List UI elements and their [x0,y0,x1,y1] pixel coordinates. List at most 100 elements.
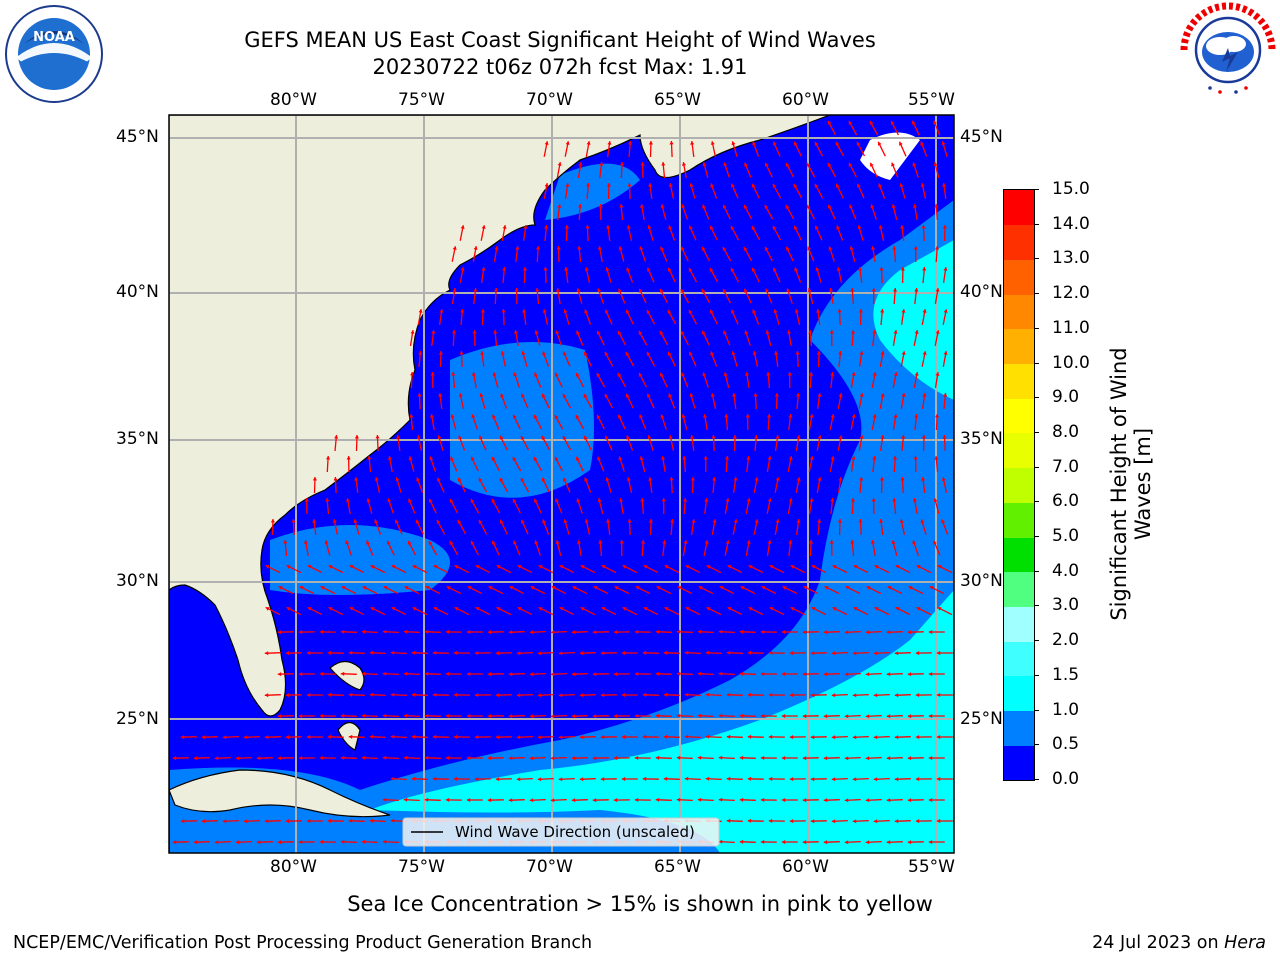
wave-arrow-head [424,629,429,634]
wave-arrow-head [838,351,843,355]
wave-arrow-head [829,540,834,544]
wave-arrow-head [340,629,345,634]
wave-arrow-head [606,519,611,523]
wave-arrow-head [858,309,863,313]
wave-arrow-head [788,456,793,460]
wave-arrow-head [815,225,819,230]
wave-arrow-head [277,672,282,677]
wave-arrow-head [600,777,605,782]
wave-arrow-head [827,163,832,167]
colorbar-tick-label: 11.0 [1052,317,1090,338]
wave-arrow-head [743,247,748,251]
wave-arrow-head [915,735,920,740]
colorbar-segment [1004,571,1034,607]
wave-arrow-head [621,776,626,782]
wave-arrow-head [256,840,261,845]
wave-arrow-head [298,714,303,719]
wave-arrow-head [703,456,708,460]
wave-arrow-head [445,671,450,676]
wave-arrow-head [859,477,864,481]
colorbar-tick-label: 1.0 [1052,699,1080,720]
wave-arrow-head [575,372,580,377]
wave-arrow-head [781,798,786,803]
wave-arrow-head [618,456,623,461]
wave-arrow-head [642,734,647,739]
wave-arrow-head [852,735,857,740]
wave-arrow-head [769,607,774,611]
wave-arrow-head [872,414,877,418]
colorbar-segment [1004,363,1034,399]
wave-arrow-head [746,456,751,460]
wave-arrow-head [747,650,752,655]
wave-arrow-head [850,540,855,544]
wave-arrow-head [445,797,450,802]
wave-arrow-head [865,630,870,635]
wave-arrow-head [895,565,900,569]
wave-arrow-head [703,414,708,418]
wave-arrow-head [626,435,631,440]
wave-arrow-head [823,630,828,635]
wave-arrow-head [837,519,842,523]
wave-arrow-head [471,414,476,419]
wave-arrow-head [680,289,685,293]
wave-arrow-head [439,309,444,313]
wave-arrow-head [459,351,464,355]
wave-arrow-head [689,225,693,230]
wave-arrow-head [634,755,639,760]
wave-arrow-head [369,692,374,697]
wave-arrow-head [412,607,417,611]
lat-tick-right: 35°N [960,429,1003,449]
lon-tick-top: 60°W [782,90,829,110]
wave-arrow-head [844,798,849,803]
wave-arrow-head [583,351,588,356]
wave-arrow-head [460,309,465,313]
lat-tick-left: 30°N [116,571,159,591]
wave-arrow-head [291,519,296,523]
wave-arrow-head [722,204,727,209]
wave-arrow-head [912,498,917,502]
wave-arrow-head [571,714,576,719]
wave-arrow-head [544,141,549,145]
wave-arrow-head [319,629,324,634]
wave-arrow-head [508,756,513,761]
wave-arrow-head [470,499,475,503]
wave-arrow-head [730,267,735,272]
wave-arrow-head [901,309,906,313]
wave-arrow-head [747,734,752,739]
wave-arrow-head [684,692,689,697]
colorbar-segment [1004,606,1034,642]
wave-arrow-head [501,309,506,313]
wave-arrow-head [874,565,879,569]
wave-arrow-head [709,268,714,272]
wave-arrow-head [676,671,681,676]
lon-tick-top: 55°W [908,90,955,110]
wave-arrow-head [891,162,895,167]
wave-arrow-head [529,798,534,803]
wave-arrow-head [850,288,855,292]
wave-arrow-head [502,225,507,229]
wave-arrow-head [831,651,836,656]
wave-arrow-head [597,498,602,503]
wave-arrow-head [705,734,710,739]
wave-arrow-head [517,607,522,611]
wave-arrow-head [449,498,454,503]
wave-arrow-head [705,776,710,781]
wave-arrow-head [922,309,927,313]
wave-arrow-head [857,183,861,188]
wave-arrow-head [530,586,535,590]
wave-arrow-head [894,777,899,782]
wave-arrow-head [466,714,471,719]
wave-arrow-head [789,735,794,740]
wave-arrow-head [601,607,606,611]
wave-arrow-head [817,435,822,439]
wave-arrow-head [739,671,744,676]
wave-arrow-head [894,819,899,824]
wave-arrow-head [873,693,878,698]
wave-arrow-head [306,692,311,698]
lon-tick-top: 70°W [526,90,573,110]
wave-arrow-head [767,498,772,502]
wave-arrow-head [907,840,912,845]
wave-arrow-head [641,540,646,544]
wave-arrow-head [908,586,913,590]
wave-arrow-head [937,565,942,569]
